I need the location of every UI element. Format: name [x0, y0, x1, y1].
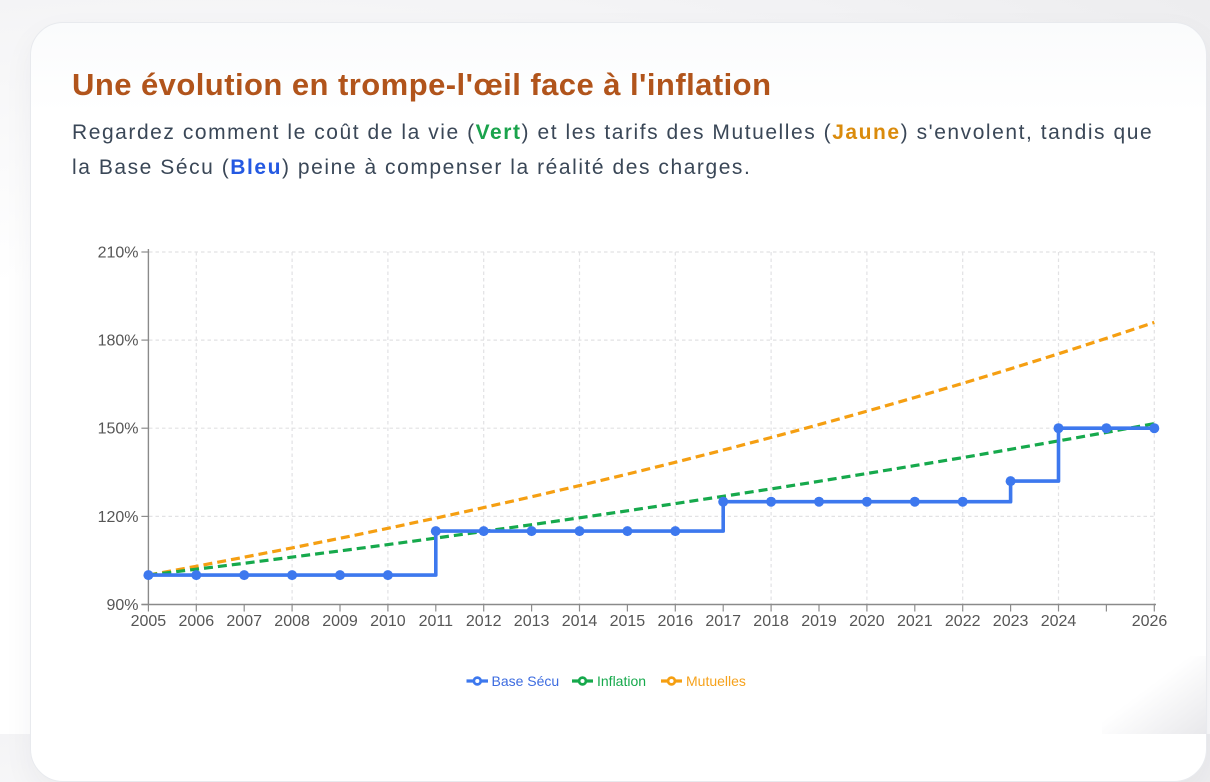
svg-text:120%: 120%: [98, 509, 139, 526]
svg-text:2016: 2016: [658, 613, 694, 630]
svg-text:180%: 180%: [98, 333, 139, 350]
svg-text:2005: 2005: [131, 613, 167, 630]
svg-text:2011: 2011: [419, 613, 454, 630]
svg-text:Inflation: Inflation: [597, 673, 646, 689]
svg-text:2008: 2008: [274, 613, 310, 630]
svg-text:2009: 2009: [322, 613, 358, 630]
svg-text:150%: 150%: [98, 421, 139, 438]
svg-text:2006: 2006: [179, 613, 215, 630]
svg-text:2010: 2010: [370, 613, 406, 630]
svg-text:2019: 2019: [801, 613, 837, 630]
svg-text:2018: 2018: [753, 613, 789, 630]
svg-text:2007: 2007: [226, 613, 262, 630]
svg-text:2022: 2022: [945, 613, 981, 630]
svg-text:2020: 2020: [849, 613, 885, 630]
svg-text:2014: 2014: [562, 613, 598, 630]
svg-text:2021: 2021: [897, 613, 933, 630]
svg-text:2026: 2026: [1132, 613, 1168, 630]
svg-text:2024: 2024: [1041, 613, 1077, 630]
svg-text:2013: 2013: [514, 613, 550, 630]
svg-text:90%: 90%: [106, 597, 138, 614]
svg-text:210%: 210%: [98, 245, 139, 262]
svg-text:Mutuelles: Mutuelles: [686, 673, 746, 689]
svg-text:2012: 2012: [466, 613, 502, 630]
svg-text:2017: 2017: [705, 613, 741, 630]
svg-text:Base Sécu: Base Sécu: [492, 673, 560, 689]
svg-text:2015: 2015: [610, 613, 646, 630]
svg-text:2023: 2023: [993, 613, 1029, 630]
